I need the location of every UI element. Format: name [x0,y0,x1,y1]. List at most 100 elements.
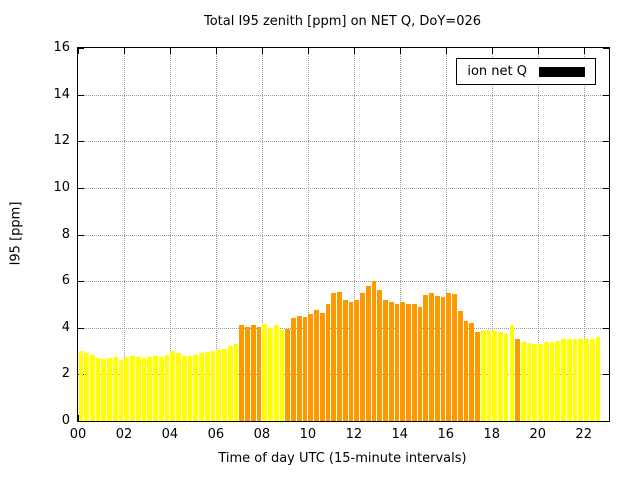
bar [526,342,532,421]
v-gridline [123,48,125,421]
legend: ion net Q [456,58,596,85]
v-gridline [583,48,585,421]
bar [239,325,245,421]
bar [256,326,262,421]
bar [107,358,112,421]
bar [549,341,555,421]
bar [383,299,388,421]
bar [595,337,601,421]
legend-label: ion net Q [467,64,527,79]
bar [411,304,417,421]
y-tick-label: 12 [53,133,70,149]
bar [388,302,394,421]
bar [314,310,319,421]
y-tick [603,374,609,376]
bar [101,359,107,421]
bar [365,285,371,421]
bar [331,292,337,421]
v-gridline [353,48,355,421]
y-tick [78,48,84,49]
bar [589,339,595,421]
bar [279,330,285,421]
v-gridline [169,48,171,421]
bar [584,339,589,421]
bar [308,313,314,421]
bar [503,333,509,421]
v-gridline [399,48,401,421]
bar [509,325,515,421]
bar [84,353,89,421]
x-tick-label: 12 [345,427,363,442]
x-tick [307,48,309,54]
h-gridline [78,187,609,189]
bar [360,292,365,421]
x-tick-label: 10 [299,427,317,442]
bar [572,339,578,421]
bar [95,358,101,421]
h-gridline [78,94,609,96]
bar [250,325,256,421]
v-gridline [261,48,263,421]
x-tick [78,48,79,54]
y-tick [78,187,84,189]
x-tick-label: 06 [207,427,225,442]
x-tick [215,48,217,54]
bar [262,324,268,421]
bar [193,354,199,421]
x-tick-label: 22 [575,427,592,442]
bar [452,293,457,421]
bar [199,353,204,421]
bar [118,360,124,421]
bar [377,290,383,421]
bar [170,351,176,421]
bar [112,356,118,421]
x-tick [353,48,355,54]
x-tick [399,48,401,54]
bar [187,355,193,421]
bar [325,304,331,421]
bar [233,344,239,421]
x-tick-label: 16 [437,427,455,442]
y-tick [78,234,84,236]
bar [543,341,549,421]
bar [394,304,400,421]
bar [135,356,141,421]
x-tick-label: 02 [115,427,133,442]
bar [417,306,423,421]
y-tick [603,234,609,236]
bar [429,292,434,421]
bar [210,351,216,421]
y-tick-label: 4 [61,319,70,335]
bar [78,351,84,421]
bar [469,323,474,421]
bar [291,318,296,421]
x-tick-label: 20 [529,427,546,442]
y-tick [603,327,609,329]
y-tick [603,48,609,49]
h-gridline [78,141,609,143]
bar [348,302,354,421]
bar [176,353,181,421]
y-axis-label: I95 [ppm] [8,201,24,266]
bar [486,330,492,421]
x-tick [123,48,125,54]
bar [406,304,411,421]
bar [130,355,135,421]
x-tick [583,48,585,54]
bar [147,356,153,421]
x-tick-label: 18 [483,427,501,442]
y-tick-label: 8 [61,226,70,242]
x-tick [169,48,171,54]
bar [204,352,210,421]
x-tick [537,48,539,54]
bar [273,325,279,421]
x-tick [445,48,447,54]
bar [532,344,538,421]
bar [440,297,446,421]
bar [141,358,147,421]
bar [371,281,377,421]
v-gridline [307,48,309,421]
bar [555,340,561,421]
bar [302,317,308,421]
